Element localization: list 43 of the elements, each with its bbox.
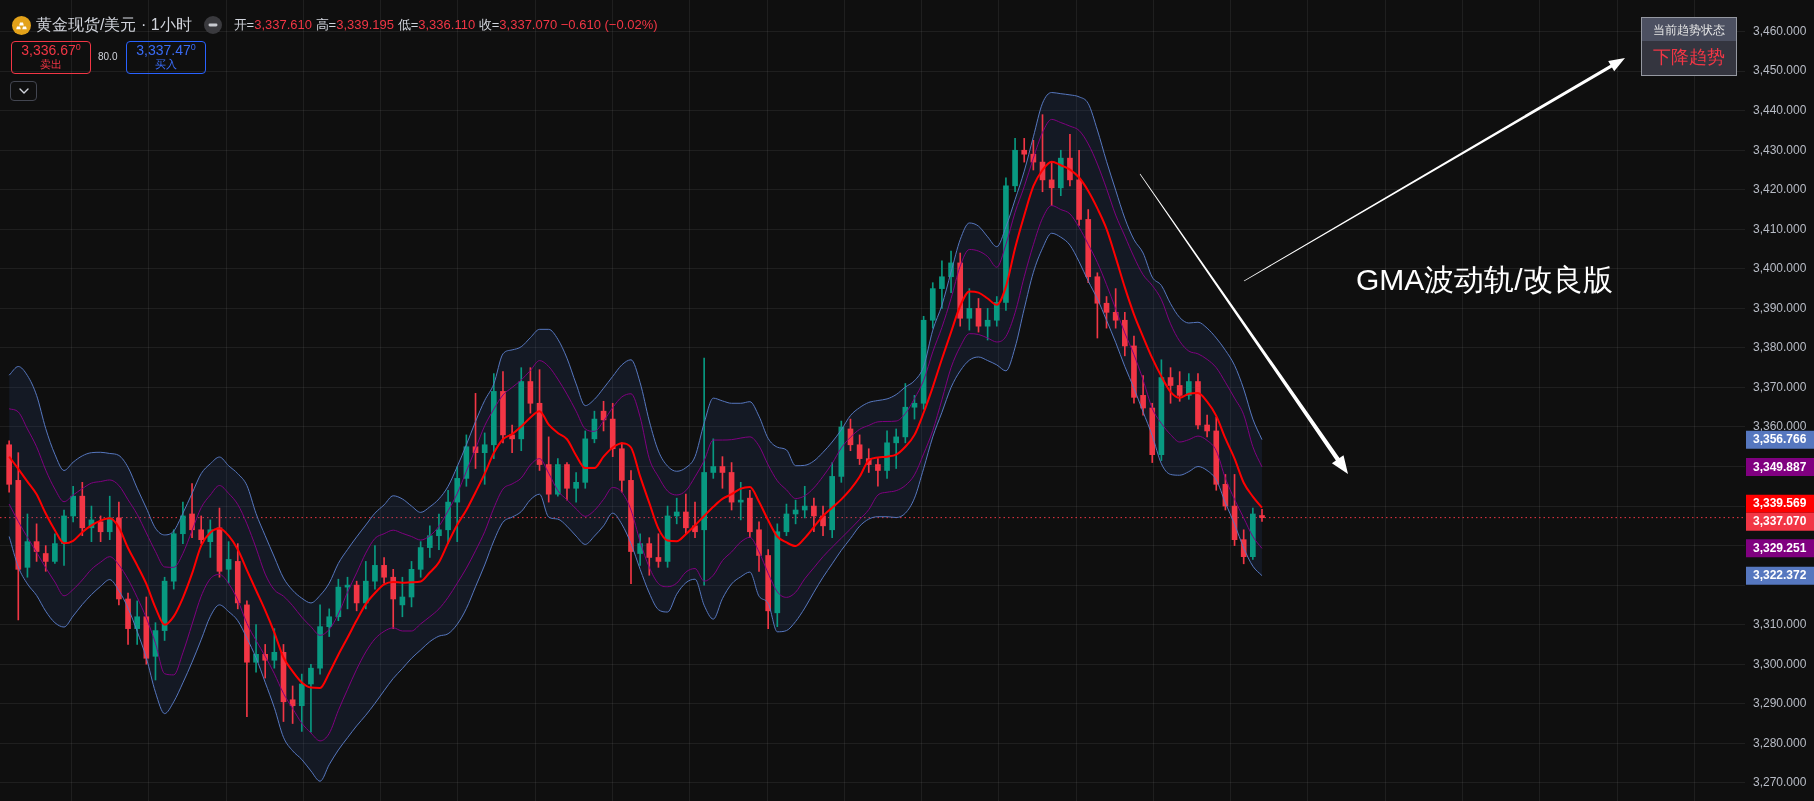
candlestick (673, 497, 680, 525)
text: 3,356.766 (1753, 432, 1807, 447)
dropdown-button[interactable] (10, 81, 37, 101)
candlestick (573, 472, 579, 503)
text: GMA波动轨/改良版 (1356, 262, 1613, 298)
y-tick-label: 3,460.000 (1753, 23, 1807, 38)
candlestick (801, 485, 808, 519)
y-tick-label: 3,440.000 (1753, 103, 1807, 118)
y-tick-label: 3,310.000 (1753, 616, 1807, 631)
y-tick-label: 3,270.000 (1753, 775, 1807, 790)
y-tick-label: 3,300.000 (1753, 656, 1807, 671)
annotation: 卖出 (39, 58, 63, 71)
text: 3,329.251 (1753, 541, 1807, 556)
text: 3,322.372 (1753, 568, 1807, 583)
y-tick-label: 3,390.000 (1753, 300, 1807, 315)
annotation: 3,336.67$^{0}$ (20, 42, 82, 58)
y-tick-label: 3,380.000 (1753, 340, 1807, 355)
buy-button[interactable] (126, 41, 206, 74)
text: 下降趋势 (1652, 46, 1726, 69)
text: 当前趋势状态 (1652, 22, 1726, 39)
candlestick (893, 428, 900, 469)
y-tick-label: 3,420.000 (1753, 182, 1807, 197)
y-tick-label: 3,360.000 (1753, 419, 1807, 434)
y-tick-label: 3,400.000 (1753, 261, 1807, 276)
text: 3,339.569 (1753, 496, 1807, 511)
ref-line-label: 3,337.070 (1753, 514, 1807, 529)
candlestick (875, 458, 881, 487)
annotation: 3,337.47$^{0}$ (135, 42, 197, 58)
candlestick (1021, 138, 1028, 163)
annotation: 买入 (154, 58, 178, 71)
text: 开=3,337.610 高=3,339.195 低=3,336.110 收=3,337.070 −0.610 (−0.02%) (233, 17, 658, 32)
y-tick-label: 3,280.000 (1753, 735, 1807, 750)
text: 3,349.887 (1753, 459, 1807, 474)
y-tick-label: 3,410.000 (1753, 221, 1807, 236)
annotation: 80.0 (98, 51, 118, 62)
candlestick (710, 438, 717, 479)
y-tick-label: 3,370.000 (1753, 379, 1807, 394)
y-tick-label: 3,430.000 (1753, 142, 1807, 157)
sell-button[interactable] (11, 41, 91, 74)
text: 黄金现货/美元 · 1小时 (36, 14, 192, 35)
candlestick (481, 432, 488, 485)
y-tick-label: 3,290.000 (1753, 696, 1807, 711)
y-tick-label: 3,450.000 (1753, 63, 1807, 78)
